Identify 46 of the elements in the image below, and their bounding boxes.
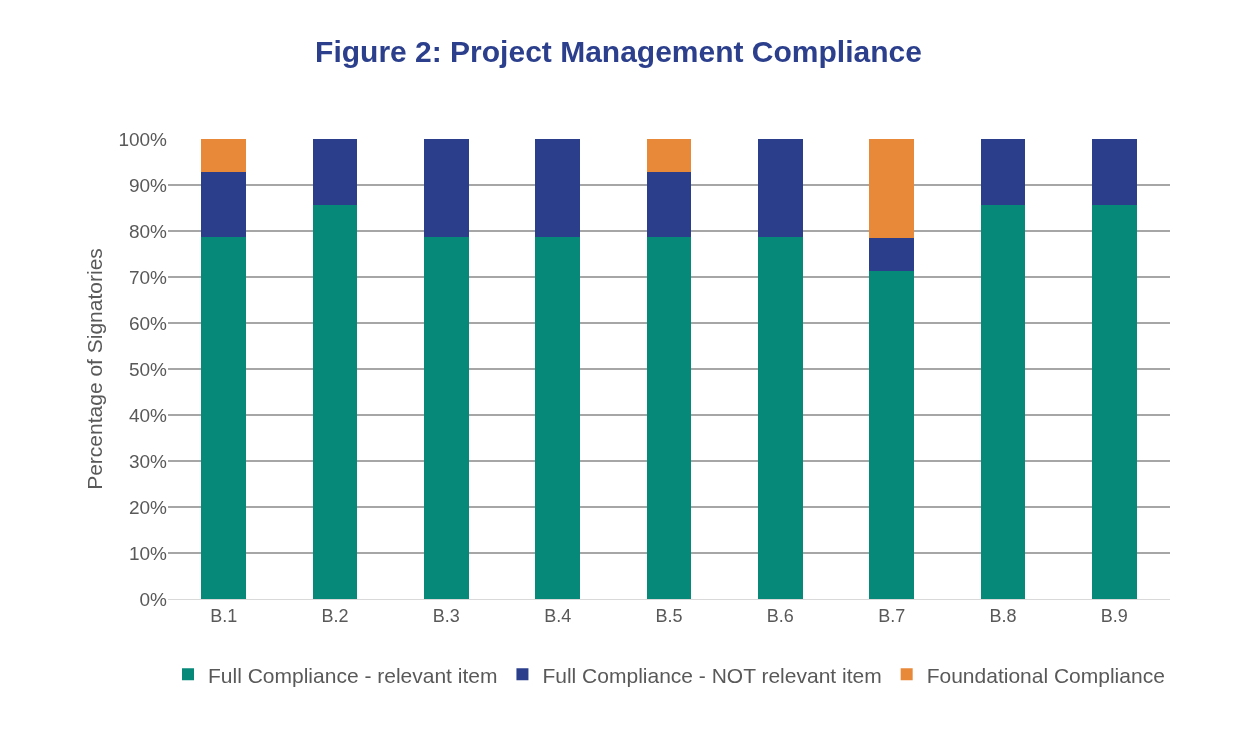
y-tick-label: 0% [139, 588, 168, 610]
bar [535, 237, 580, 599]
y-tick-label: 10% [128, 542, 168, 564]
x-tick-label: B.5 [655, 605, 683, 626]
bar [1092, 139, 1137, 205]
x-tick-label: B.1 [210, 605, 238, 626]
bar [980, 204, 1026, 599]
y-tick-label: 50% [128, 358, 168, 380]
legend-label: Foundational Compliance [926, 663, 1165, 687]
y-tick-label: 30% [128, 450, 168, 472]
bar [201, 139, 246, 172]
bar [312, 139, 358, 205]
x-tick-label: B.6 [766, 605, 794, 626]
bar [646, 171, 692, 238]
x-tick-label: B.9 [1100, 605, 1128, 626]
y-tick-label: 60% [128, 312, 168, 334]
y-axis-title: Percentage of Signatories [82, 248, 106, 490]
x-tick-label: B.3 [432, 605, 460, 626]
x-tick-label: B.2 [321, 605, 349, 626]
bar [1092, 204, 1137, 599]
y-tick-label: 80% [128, 220, 168, 242]
x-tick-label: B.8 [989, 605, 1017, 626]
legend-label: Full Compliance - NOT relevant item [542, 663, 882, 687]
x-tick-label: B.4 [544, 605, 572, 626]
bar [312, 204, 358, 599]
bar [646, 237, 692, 599]
bar [646, 139, 692, 172]
bar [201, 237, 246, 599]
x-tick-label: B.7 [878, 605, 906, 626]
bar [869, 270, 914, 599]
y-tick-label: 70% [128, 266, 168, 288]
bar [424, 237, 469, 599]
bar [869, 139, 914, 238]
y-tick-label: 40% [128, 404, 168, 426]
legend-label: Full Compliance - relevant item [208, 663, 498, 687]
bar [424, 139, 469, 238]
y-tick-label: 90% [128, 174, 168, 196]
bar [201, 171, 246, 238]
bar [758, 139, 803, 238]
bar [758, 237, 803, 599]
bar [869, 237, 914, 271]
y-tick-label: 100% [118, 128, 168, 150]
bar [535, 139, 580, 238]
chart-title: Figure 2: Project Management Compliance [315, 34, 922, 68]
y-tick-label: 20% [128, 496, 168, 518]
bar [980, 139, 1026, 205]
